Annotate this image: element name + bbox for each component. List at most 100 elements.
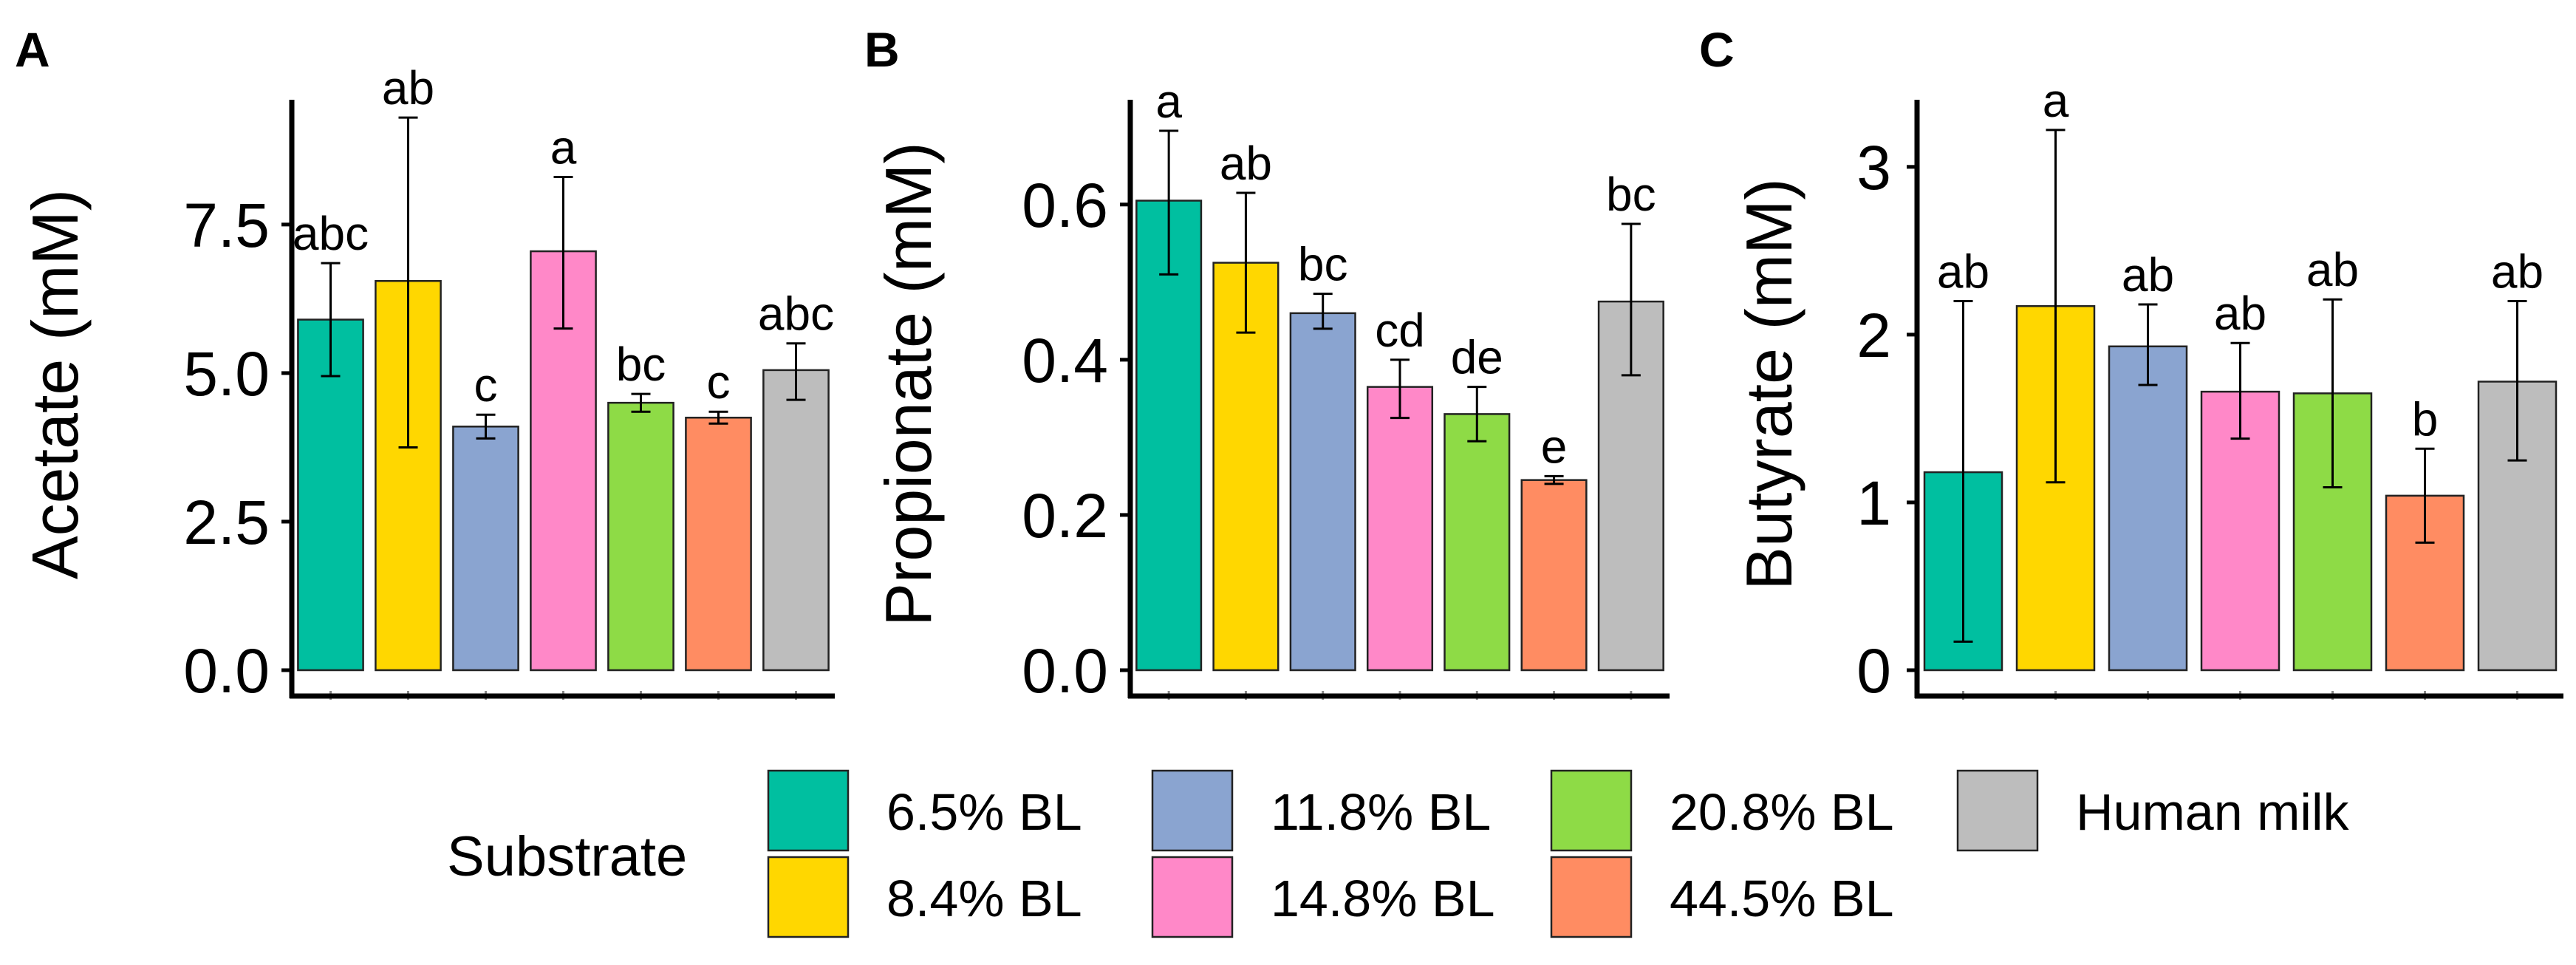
legend-label-6: Human milk <box>2076 783 2350 841</box>
error-bar-a-2 <box>476 413 496 440</box>
legend-item-6: Human milk <box>1956 769 2350 852</box>
error-bar-c-2 <box>2138 303 2158 386</box>
significance-letter-c-5: b <box>2412 392 2439 446</box>
error-bar-c-1 <box>2046 129 2066 484</box>
bar-b-3 <box>1366 386 1434 672</box>
legend-swatch-4 <box>1550 769 1633 852</box>
significance-letter-a-6: abc <box>758 287 834 341</box>
bar-b-2 <box>1289 312 1356 672</box>
error-bar-a-4 <box>631 392 651 413</box>
bar-b-5 <box>1520 479 1588 672</box>
legend-swatch-1 <box>767 856 850 938</box>
significance-letter-b-4: de <box>1451 331 1503 384</box>
significance-letter-b-2: bc <box>1298 238 1348 291</box>
significance-letter-c-0: ab <box>1937 245 1989 298</box>
legend-swatch-6 <box>1956 769 2039 852</box>
legend-item-2: 11.8% BL <box>1151 769 1491 852</box>
error-bar-c-6 <box>2507 299 2527 462</box>
error-bar-b-2 <box>1313 293 1333 330</box>
significance-letter-a-3: a <box>550 121 577 174</box>
error-bar-b-0 <box>1159 129 1179 276</box>
error-bar-c-4 <box>2323 298 2343 489</box>
error-bar-a-0 <box>321 262 341 378</box>
error-bar-b-5 <box>1544 474 1564 485</box>
bar-b-4 <box>1444 413 1511 672</box>
error-bar-b-4 <box>1467 386 1487 443</box>
legend-label-3: 14.8% BL <box>1271 870 1495 927</box>
bar-a-6 <box>762 369 830 672</box>
legend-item-5: 44.5% BL <box>1550 856 1894 938</box>
panel-b: B Propionate (mM) 0.00.20.40.6aabbccddee… <box>864 22 1670 706</box>
legend-title: Substrate <box>447 825 687 888</box>
y-tick-label-b-2: 0.4 <box>1022 326 1108 395</box>
significance-letter-c-4: ab <box>2306 243 2359 296</box>
bar-a-5 <box>685 416 752 672</box>
legend-label-0: 6.5% BL <box>886 783 1082 841</box>
significance-letter-c-1: a <box>2043 74 2069 127</box>
error-bar-b-3 <box>1390 358 1410 420</box>
legend-label-1: 8.4% BL <box>886 870 1082 927</box>
error-bar-a-5 <box>708 410 728 425</box>
error-bar-a-3 <box>553 176 573 330</box>
significance-letter-c-2: ab <box>2122 248 2174 301</box>
significance-letter-a-2: c <box>474 358 498 412</box>
y-tick-label-b-3: 0.6 <box>1022 171 1108 240</box>
legend-item-4: 20.8% BL <box>1550 769 1894 852</box>
legend-item-0: 6.5% BL <box>767 769 1082 852</box>
legend-swatch-2 <box>1151 769 1234 852</box>
legend-label-2: 11.8% BL <box>1271 783 1491 841</box>
y-tick-label-b-0: 0.0 <box>1022 636 1108 706</box>
panel-label-b: B <box>864 22 900 77</box>
significance-letter-a-4: bc <box>616 338 666 391</box>
significance-letter-c-3: ab <box>2214 287 2266 340</box>
y-axis-label-acetate: Acetate (mM) <box>18 189 92 579</box>
y-tick-label-a-2: 5.0 <box>183 339 270 409</box>
legend-label-4: 20.8% BL <box>1670 783 1894 841</box>
significance-letter-a-0: abc <box>293 207 369 260</box>
y-tick-label-a-3: 7.5 <box>183 191 270 260</box>
error-bar-c-5 <box>2415 447 2435 544</box>
bar-a-2 <box>452 426 519 672</box>
significance-letter-a-5: c <box>707 355 731 409</box>
y-tick-label-c-2: 2 <box>1856 301 1891 370</box>
bar-a-3 <box>530 250 597 672</box>
panel-label-c: C <box>1699 22 1735 77</box>
legend-swatch-0 <box>767 769 850 852</box>
y-axis-label-butyrate: Butyrate (mM) <box>1732 178 1805 590</box>
y-tick-label-a-1: 2.5 <box>183 488 270 557</box>
significance-letter-b-0: a <box>1155 75 1182 128</box>
significance-letter-b-5: e <box>1541 420 1568 473</box>
bar-b-0 <box>1135 200 1203 672</box>
y-tick-label-c-1: 1 <box>1856 468 1891 538</box>
legend-item-3: 14.8% BL <box>1151 856 1495 938</box>
legend-swatch-3 <box>1151 856 1234 938</box>
panel-label-a: A <box>15 22 50 77</box>
significance-letter-a-1: ab <box>382 61 434 115</box>
y-tick-label-b-1: 0.2 <box>1022 481 1108 550</box>
significance-letter-b-1: ab <box>1220 137 1272 190</box>
significance-letter-c-6: ab <box>2491 245 2543 298</box>
significance-letter-b-6: bc <box>1606 168 1656 221</box>
error-bar-a-6 <box>786 342 806 401</box>
y-tick-label-c-3: 3 <box>1856 133 1891 202</box>
legend-label-5: 44.5% BL <box>1670 870 1894 927</box>
legend-swatch-5 <box>1550 856 1633 938</box>
error-bar-b-1 <box>1236 191 1256 334</box>
error-bar-a-1 <box>398 116 418 449</box>
bar-a-0 <box>297 318 364 672</box>
error-bar-c-3 <box>2230 341 2250 440</box>
error-bar-c-0 <box>1953 299 1973 643</box>
significance-letter-b-3: cd <box>1375 304 1425 357</box>
y-axis-label-propionate: Propionate (mM) <box>872 142 945 626</box>
legend-item-1: 8.4% BL <box>767 856 1082 938</box>
bar-a-4 <box>607 401 674 672</box>
y-tick-label-c-0: 0 <box>1856 636 1891 706</box>
y-tick-label-a-0: 0.0 <box>183 636 270 706</box>
error-bar-b-6 <box>1621 222 1641 377</box>
bar-c-2 <box>2108 345 2188 672</box>
legend: Substrate 6.5% BL 8.4% BL 11.8% BL 14.8% BL… <box>447 769 2350 938</box>
